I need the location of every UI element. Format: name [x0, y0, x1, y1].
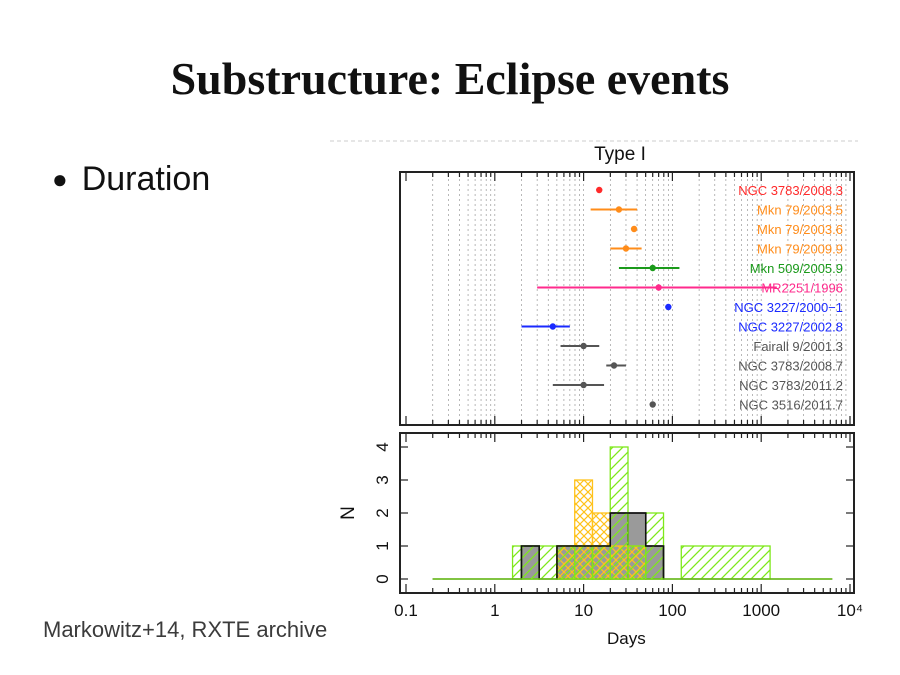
legend-label: Fairall 9/2001.3: [753, 339, 843, 354]
x-tick-label: 100: [658, 601, 686, 620]
data-point: [615, 206, 623, 213]
histogram-bar: [574, 545, 594, 580]
legend-label: NGC 3227/2002.8: [738, 320, 843, 335]
legend-label: NGC 3227/2000−1: [734, 300, 843, 315]
x-tick-label: 1000: [742, 601, 780, 620]
x-tick-label: 10⁴: [837, 601, 863, 620]
legend-label: NGC 3783/2008.3: [738, 183, 843, 198]
legend-label: Mkn 79/2003.5: [757, 203, 843, 218]
histogram-bar: [627, 545, 647, 580]
x-axis-label: Days: [607, 629, 646, 648]
data-point: [622, 245, 630, 252]
bullet-dot-icon: ●: [52, 164, 68, 194]
y-tick-label: 2: [373, 508, 392, 517]
histogram-bar: [556, 545, 576, 580]
y-axis-label: N: [338, 506, 359, 520]
histogram-bar: [520, 545, 540, 580]
data-point: [665, 303, 672, 311]
legend-label: Mkn 79/2009.9: [757, 242, 843, 257]
slide-title: Substructure: Eclipse events: [170, 53, 730, 104]
histogram-bar: [511, 545, 523, 580]
data-point: [549, 323, 557, 330]
source-caption: Markowitz+14, RXTE archive: [43, 617, 328, 642]
data-point: [610, 362, 618, 369]
histogram-bar: [591, 545, 611, 580]
data-point: [649, 264, 656, 272]
data-point: [655, 284, 662, 291]
legend-label: Mkn 509/2005.9: [750, 261, 843, 276]
x-tick-label: 0.1: [394, 601, 418, 620]
data-point: [580, 381, 587, 389]
histogram-bar: [538, 545, 558, 580]
legend-label: Mkn 79/2003.6: [757, 222, 843, 237]
y-tick-label: 1: [373, 541, 392, 550]
top-panel-frame: [399, 171, 855, 426]
x-tick-label: 10: [574, 601, 593, 620]
legend-label: MR2251/1996: [761, 281, 843, 296]
x-tick-label: 1: [490, 601, 499, 620]
y-tick-label: 3: [373, 475, 392, 484]
top-panel-title: Type I: [594, 144, 646, 165]
y-tick-label: 0: [373, 574, 392, 583]
bullet-item: ● Duration: [52, 160, 210, 199]
bullet-text: Duration: [81, 160, 211, 198]
data-point: [580, 342, 587, 350]
y-tick-label: 4: [373, 442, 392, 451]
legend-label: NGC 3783/2011.2: [739, 378, 843, 393]
data-point: [649, 401, 656, 408]
legend-label: NGC 3783/2008.7: [738, 359, 843, 374]
data-point: [630, 225, 638, 233]
legend-label: NGC 3516/2011.7: [739, 398, 843, 413]
histogram-bar: [680, 545, 771, 580]
data-point: [596, 186, 603, 194]
